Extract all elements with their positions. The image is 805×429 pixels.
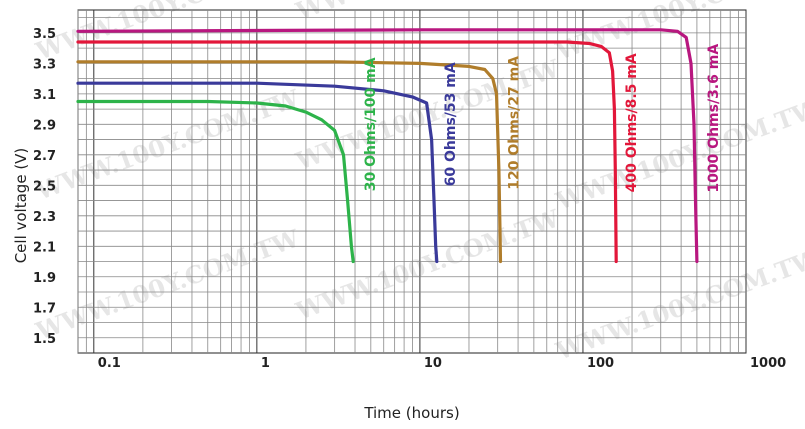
y-tick-label: 3.5: [33, 27, 56, 42]
watermark-text: WWW.100Y.COM.TW: [291, 0, 564, 26]
x-tick-label: 1000: [750, 356, 786, 371]
y-tick-label: 2.1: [33, 240, 56, 255]
y-axis-title: Cell voltage (V): [12, 148, 30, 264]
x-tick-label: 1: [261, 356, 270, 371]
x-tick-label: 10: [424, 356, 442, 371]
y-tick-label: 2.3: [33, 210, 56, 225]
curve-label: 30 Ohms/100 mA: [363, 57, 379, 191]
x-tick-label: 0.1: [98, 356, 121, 371]
series-line: [76, 28, 699, 264]
y-tick-label: 1.5: [33, 332, 56, 347]
series-line: [76, 81, 439, 264]
curve-label: 1000 Ohms/3.6 mA: [706, 44, 722, 193]
y-tick-label: 1.7: [33, 301, 56, 316]
x-tick-label: 100: [587, 356, 614, 371]
y-tick-label: 3.1: [33, 88, 56, 103]
curve-label: 60 Ohms/53 mA: [443, 62, 459, 186]
grid-layer: [77, 9, 747, 354]
y-tick-label: 2.5: [33, 179, 56, 194]
y-tick-label: 3.3: [33, 57, 56, 72]
curve-label: 400 Ohms/8.5 mA: [624, 53, 640, 192]
y-tick-label: 2.7: [33, 149, 56, 164]
series-line: [76, 40, 618, 264]
series-line: [76, 60, 503, 264]
axis-layer: 1.5 1.7 1.9 2.1 2.3 2.5 2.7 2.9 3.1 3.3 3.5 0.1 1 10 1…: [12, 27, 786, 422]
y-tick-label: 2.9: [33, 118, 56, 133]
x-axis-title: Time (hours): [363, 404, 459, 422]
series-line: [76, 99, 355, 264]
series-layer: [76, 28, 699, 264]
curve-label: 120 Ohms/27 mA: [506, 56, 522, 190]
y-tick-label: 1.9: [33, 271, 56, 286]
curve-label-layer: 30 Ohms/100 mA 60 Ohms/53 mA 120 Ohms/27 m…: [363, 44, 722, 193]
watermark-text: WWW.100Y.COM.TW: [31, 223, 304, 346]
